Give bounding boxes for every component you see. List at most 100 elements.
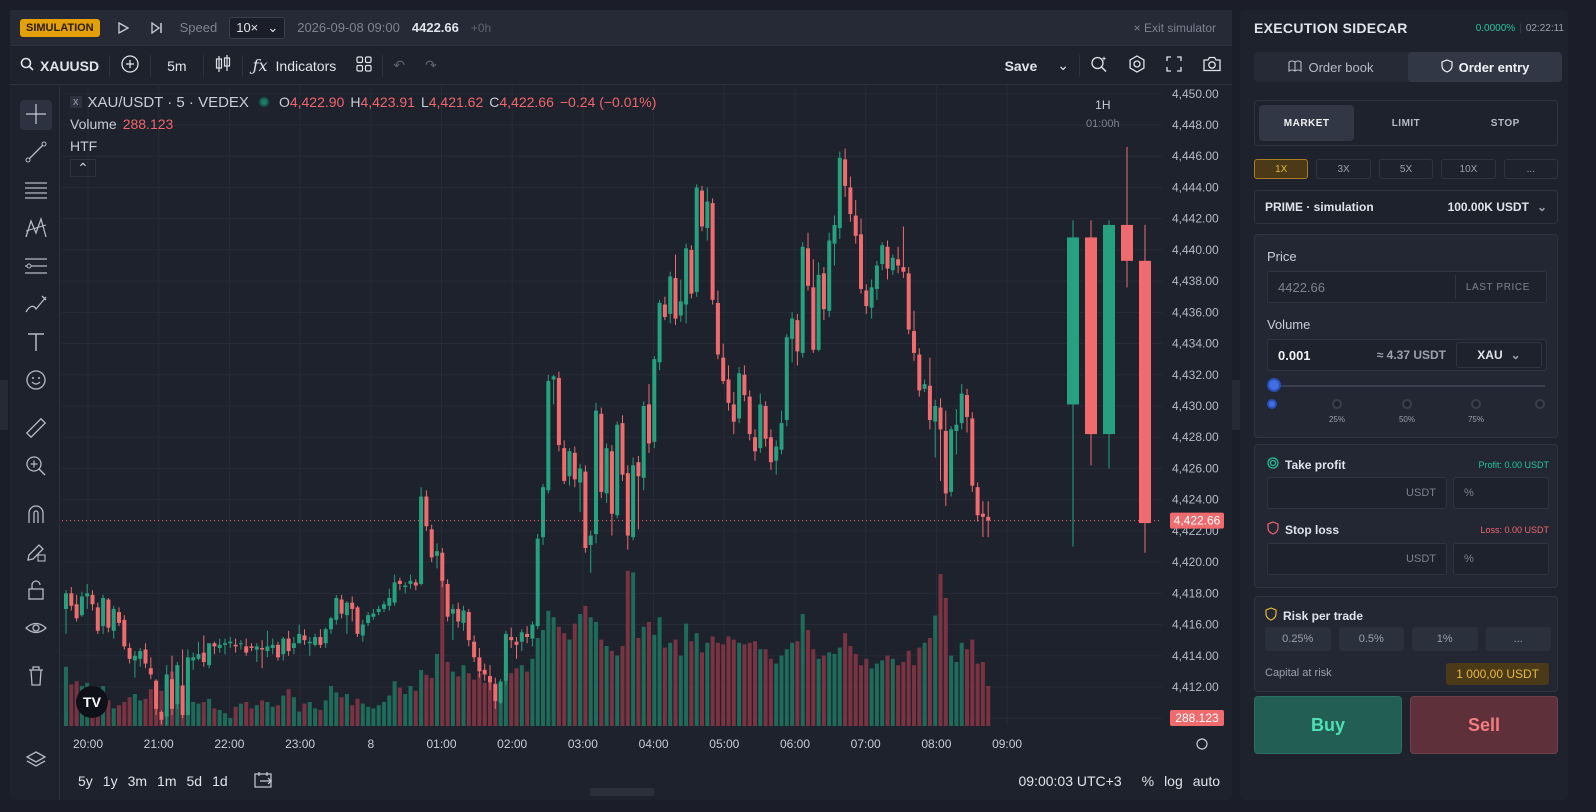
last-price-button[interactable]: LAST PRICE: [1454, 275, 1540, 299]
order-type-limit[interactable]: LIMIT: [1391, 117, 1421, 129]
candle-body: [890, 257, 895, 271]
quick-search-button[interactable]: [1080, 47, 1118, 85]
risk-option-0-25[interactable]: 0.25%: [1265, 627, 1331, 651]
volume-slider-handle[interactable]: [1267, 378, 1281, 392]
price-input[interactable]: 4422.66 LAST PRICE: [1267, 271, 1547, 303]
symbol-search[interactable]: XAUUSD: [10, 47, 109, 85]
step-forward-icon[interactable]: [146, 17, 168, 39]
visibility-tool[interactable]: [20, 614, 52, 644]
candle-body: [874, 265, 879, 289]
volume-unit-select[interactable]: XAU ⌄: [1456, 342, 1542, 368]
magnet-tool[interactable]: [20, 500, 52, 530]
speed-select[interactable]: 10× ⌄: [229, 16, 286, 39]
bottom-resize-handle[interactable]: [590, 788, 654, 796]
leverage-1x[interactable]: 1X: [1254, 159, 1309, 179]
clock[interactable]: 09:00:03 UTC+3: [1018, 773, 1122, 789]
stop-loss-pct-input[interactable]: %: [1453, 543, 1549, 575]
candle-body: [519, 632, 524, 642]
auto-toggle[interactable]: auto: [1192, 773, 1220, 789]
risk-option-more[interactable]: ...: [1485, 627, 1551, 651]
range-5d[interactable]: 5d: [186, 773, 203, 789]
stop-loss-usdt-input[interactable]: USDT: [1267, 543, 1447, 575]
take-profit-usdt-input[interactable]: USDT: [1267, 477, 1447, 509]
compare-button[interactable]: [110, 47, 150, 85]
range-1m[interactable]: 1m: [157, 773, 177, 789]
exit-simulator-button[interactable]: × Exit simulator: [1133, 21, 1216, 35]
slider-stop-75[interactable]: [1471, 399, 1481, 409]
risk-option-0-5[interactable]: 0.5%: [1338, 627, 1404, 651]
tab-order-entry[interactable]: Order entry: [1408, 52, 1562, 82]
interval-button[interactable]: 5m: [151, 47, 202, 85]
indicators-button[interactable]: ƒx Indicators: [243, 47, 347, 85]
price-chart[interactable]: 4,450.00 4,448.00 4,446.00 4,444.00 4,442.00…: [62, 86, 1232, 762]
undo-button[interactable]: ↶: [383, 47, 415, 85]
draw-lock-tool[interactable]: [20, 538, 52, 568]
collapse-legend-button[interactable]: ⌃: [70, 159, 96, 177]
text-tool[interactable]: [20, 328, 52, 358]
slider-stop-100[interactable]: [1535, 399, 1545, 409]
account-select[interactable]: PRIME · simulation 100.00K USDT ⌄: [1254, 190, 1558, 224]
sell-button[interactable]: Sell: [1410, 696, 1558, 754]
percent-toggle[interactable]: %: [1141, 773, 1155, 789]
goto-date-button[interactable]: [254, 771, 274, 792]
range-3m[interactable]: 3m: [127, 773, 148, 789]
horizontal-lines-tool[interactable]: [20, 176, 52, 206]
close-legend-icon[interactable]: x: [70, 96, 82, 108]
leverage-10x[interactable]: 10X: [1441, 159, 1496, 179]
snapshot-button[interactable]: [1192, 47, 1232, 85]
htf-subtitle: 01:00h: [1086, 118, 1120, 130]
leverage-5x[interactable]: 5X: [1378, 159, 1434, 179]
log-toggle[interactable]: log: [1164, 773, 1183, 789]
volume-tag-label: 288.123: [1175, 711, 1219, 725]
object-tree-tool[interactable]: [20, 746, 52, 776]
volume-input[interactable]: 0.001 ≈ 4.37 USDT XAU ⌄: [1267, 339, 1547, 371]
trend-line-tool[interactable]: [20, 138, 52, 168]
save-menu-button[interactable]: ⌄: [1047, 47, 1079, 85]
volume-bar: [917, 647, 922, 726]
slider-stop-25[interactable]: [1332, 399, 1342, 409]
candle-body: [970, 418, 975, 486]
fullscreen-button[interactable]: [1156, 47, 1192, 85]
crosshair-tool[interactable]: [20, 100, 52, 130]
order-type-market[interactable]: MARKET: [1259, 105, 1355, 141]
tradingview-logo[interactable]: TV: [76, 686, 108, 718]
left-collapse-handle[interactable]: [0, 380, 8, 430]
layouts-button[interactable]: [346, 47, 382, 85]
leverage-3x[interactable]: 3X: [1316, 159, 1371, 179]
zoom-tool[interactable]: [20, 452, 52, 482]
range-5y[interactable]: 5y: [78, 773, 93, 789]
buy-button[interactable]: Buy: [1254, 696, 1402, 754]
delete-tool[interactable]: [20, 662, 52, 692]
candle-body: [912, 331, 916, 353]
fib-tool[interactable]: [20, 252, 52, 282]
slider-stop-50[interactable]: [1402, 399, 1412, 409]
redo-button[interactable]: ↷: [415, 47, 447, 85]
range-1d[interactable]: 1d: [212, 773, 228, 789]
save-button[interactable]: Save: [995, 47, 1048, 85]
volume-bar: [191, 702, 196, 726]
order-type-stop[interactable]: STOP: [1490, 117, 1520, 129]
range-1y[interactable]: 1y: [102, 773, 118, 789]
slider-stop-0[interactable]: [1267, 399, 1277, 409]
tab-order-book[interactable]: Order book: [1254, 52, 1408, 82]
right-collapse-handle[interactable]: [1232, 380, 1240, 430]
emoji-tool[interactable]: [20, 366, 52, 396]
risk-option-1[interactable]: 1%: [1412, 627, 1478, 651]
candle-body: [461, 610, 466, 623]
volume-slider-track[interactable]: [1273, 385, 1545, 387]
brush-tool[interactable]: [20, 290, 52, 320]
leverage-more[interactable]: ...: [1503, 159, 1559, 179]
play-icon[interactable]: [112, 17, 134, 39]
lock-tool[interactable]: [20, 576, 52, 606]
volume-bar: [874, 663, 879, 726]
toolbar-divider: [382, 54, 384, 77]
volume-bar: [382, 702, 386, 726]
chart-type-button[interactable]: [204, 47, 242, 85]
take-profit-pct-input[interactable]: %: [1453, 477, 1549, 509]
toolbar-divider: [241, 54, 243, 77]
settings-button[interactable]: [1118, 47, 1156, 85]
price-tick-label: 4,424.00: [1172, 493, 1219, 507]
candle-body: [609, 451, 614, 514]
ruler-tool[interactable]: [20, 414, 52, 444]
pattern-tool[interactable]: [20, 214, 52, 244]
